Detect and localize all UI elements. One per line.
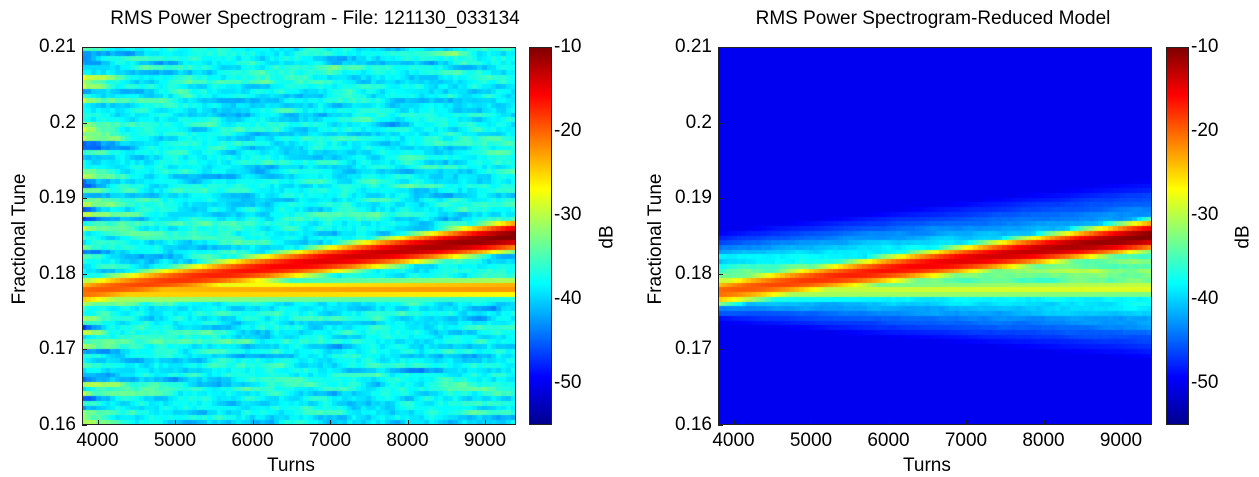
heatmap-canvas: [82, 47, 516, 425]
x-tick-mark: [330, 420, 331, 425]
colorbar-label: dB: [1232, 225, 1254, 249]
y-tick-label: 0.16: [39, 414, 76, 435]
y-tick-mark: [718, 425, 723, 426]
chart-panel-reduced-model: RMS Power Spectrogram-Reduced Model 0.16…: [630, 0, 1259, 477]
x-tick-mark: [485, 420, 486, 425]
x-tick-label: 9000: [1099, 430, 1143, 451]
x-tick-label: 6000: [231, 430, 274, 451]
colorbar-tick-label: -50: [554, 372, 582, 393]
y-tick-label: 0.21: [39, 36, 76, 57]
chart-title: RMS Power Spectrogram-Reduced Model: [755, 8, 1111, 29]
y-tick-label: 0.2: [685, 111, 712, 133]
x-tick-mark: [966, 420, 967, 425]
x-tick-mark: [252, 420, 254, 425]
colorbar: [1166, 47, 1189, 425]
x-tick-mark: [733, 420, 735, 425]
colorbar-tick-label: -30: [1191, 204, 1219, 225]
x-tick-label: 8000: [1022, 430, 1065, 451]
x-tick-label: 6000: [867, 430, 910, 451]
y-axis-label: Fractional Tune: [9, 173, 30, 305]
chart-title: RMS Power Spectrogram - File: 121130_033…: [110, 8, 520, 29]
x-tick-label: 7000: [944, 430, 988, 451]
y-tick-mark: [82, 122, 87, 124]
y-tick-label: 0.18: [39, 262, 76, 284]
chart-panel-measured: RMS Power Spectrogram - File: 121130_033…: [9, 8, 618, 476]
colorbar-tick-label: -50: [1191, 372, 1219, 393]
colorbar-tick-label: -10: [1191, 36, 1219, 57]
heatmap-plot-area: [82, 47, 516, 425]
y-tick-mark: [718, 349, 723, 351]
x-tick-mark: [175, 420, 176, 425]
y-tick-label: 0.19: [675, 187, 712, 209]
colorbar-tick-label: -10: [554, 36, 582, 57]
x-tick-mark: [888, 420, 890, 425]
y-tick-mark: [718, 47, 723, 48]
y-tick-mark: [718, 122, 723, 124]
x-tick-label: 5000: [789, 430, 833, 451]
x-tick-label: 7000: [308, 430, 352, 451]
y-tick-label: 0.16: [675, 414, 712, 435]
colorbar-tick-label: -40: [554, 288, 582, 309]
y-tick-mark: [82, 349, 87, 351]
y-tick-mark: [82, 273, 87, 275]
x-axis-label: Turns: [267, 455, 315, 476]
colorbar-tick-label: -20: [1191, 120, 1219, 141]
y-tick-label: 0.17: [39, 338, 76, 360]
y-tick-label: 0.19: [39, 187, 76, 209]
x-tick-label: 5000: [153, 430, 197, 451]
colorbar-label: dB: [596, 225, 618, 249]
x-tick-label: 9000: [463, 430, 507, 451]
colorbar-tick-label: -20: [554, 120, 582, 141]
y-tick-label: 0.18: [675, 262, 712, 284]
y-tick-mark: [82, 198, 87, 200]
y-tick-label: 0.2: [49, 111, 76, 133]
y-tick-mark: [718, 198, 723, 200]
x-tick-mark: [97, 420, 99, 425]
heatmap-plot-area: [718, 47, 1152, 425]
heatmap-canvas: [718, 47, 1152, 425]
x-tick-mark: [407, 420, 409, 425]
y-tick-mark: [82, 425, 87, 426]
y-tick-mark: [82, 47, 87, 48]
colorbar-tick-label: -30: [554, 204, 582, 225]
y-tick-label: 0.21: [675, 36, 712, 57]
x-tick-mark: [811, 420, 812, 425]
x-axis-label: Turns: [903, 455, 951, 476]
x-tick-label: 8000: [386, 430, 429, 451]
y-tick-label: 0.17: [675, 338, 712, 360]
colorbar-tick-label: -40: [1191, 288, 1219, 309]
x-tick-mark: [1121, 420, 1122, 425]
x-tick-label: 4000: [76, 430, 119, 451]
x-tick-mark: [1043, 420, 1045, 425]
y-tick-mark: [718, 273, 723, 275]
y-axis-label: Fractional Tune: [645, 173, 666, 305]
colorbar: [529, 47, 552, 425]
x-tick-label: 4000: [712, 430, 755, 451]
